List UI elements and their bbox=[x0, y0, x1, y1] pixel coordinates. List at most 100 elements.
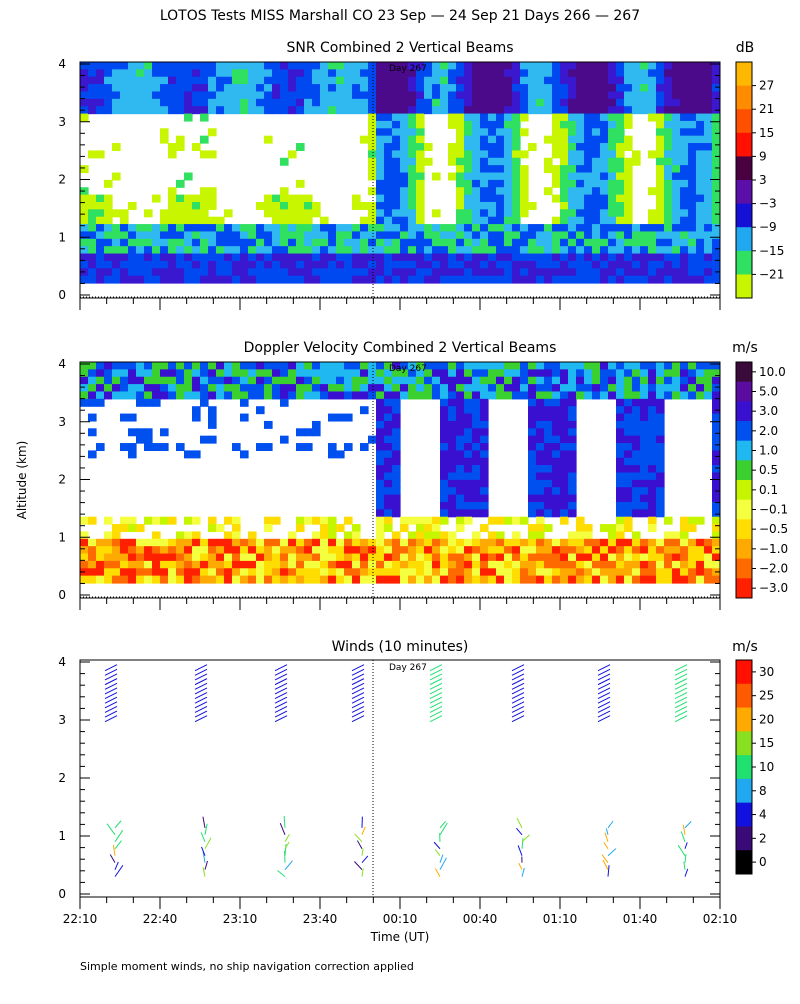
snr-cell bbox=[688, 246, 697, 254]
doppler-cell bbox=[472, 406, 481, 414]
snr-cell bbox=[160, 106, 169, 114]
snr-cell bbox=[456, 173, 465, 181]
doppler-cell bbox=[544, 554, 553, 562]
snr-cell bbox=[96, 217, 105, 225]
doppler-cell bbox=[544, 450, 553, 458]
doppler-cell bbox=[320, 377, 329, 385]
doppler-colorbar-swatch bbox=[736, 519, 752, 539]
snr-cell bbox=[584, 261, 593, 269]
doppler-cell bbox=[632, 458, 641, 466]
snr-cell bbox=[448, 121, 457, 129]
snr-cell bbox=[240, 62, 249, 70]
doppler-cell bbox=[696, 384, 705, 392]
doppler-cell bbox=[216, 539, 225, 547]
doppler-cell bbox=[176, 443, 185, 451]
doppler-cell bbox=[376, 517, 385, 525]
doppler-cell bbox=[616, 517, 625, 525]
snr-cell bbox=[208, 150, 217, 158]
doppler-cell bbox=[616, 391, 625, 399]
snr-cell bbox=[656, 150, 665, 158]
snr-cell bbox=[296, 99, 305, 107]
snr-cell bbox=[368, 268, 377, 276]
doppler-cell bbox=[384, 406, 393, 414]
doppler-cell bbox=[608, 531, 617, 539]
snr-cell bbox=[152, 276, 161, 284]
doppler-cell bbox=[432, 539, 441, 547]
doppler-cell bbox=[376, 414, 385, 422]
doppler-cell bbox=[456, 450, 465, 458]
doppler-cell bbox=[400, 517, 409, 525]
snr-cell bbox=[496, 150, 505, 158]
doppler-cell bbox=[352, 561, 361, 569]
snr-cell bbox=[672, 158, 681, 166]
snr-cell bbox=[320, 91, 329, 99]
snr-cell bbox=[656, 246, 665, 254]
doppler-cell bbox=[80, 399, 89, 407]
doppler-cell bbox=[216, 546, 225, 554]
snr-cell bbox=[344, 224, 353, 232]
doppler-cell bbox=[440, 509, 449, 517]
snr-cell bbox=[616, 121, 625, 129]
snr-cell bbox=[688, 114, 697, 122]
doppler-cell bbox=[456, 473, 465, 481]
snr-cell bbox=[512, 69, 521, 77]
winds-colorbar-swatch bbox=[736, 803, 752, 827]
doppler-cell bbox=[480, 362, 489, 370]
doppler-cell bbox=[448, 546, 457, 554]
doppler-cell bbox=[216, 524, 225, 532]
snr-cell bbox=[352, 91, 361, 99]
doppler-cell bbox=[184, 369, 193, 377]
doppler-cell bbox=[624, 539, 633, 547]
doppler-cell bbox=[224, 377, 233, 385]
doppler-cell bbox=[448, 554, 457, 562]
doppler-cell bbox=[488, 377, 497, 385]
snr-cell bbox=[576, 99, 585, 107]
snr-cell bbox=[248, 246, 257, 254]
doppler-cell bbox=[408, 568, 417, 576]
doppler-cell bbox=[104, 384, 113, 392]
snr-cell bbox=[488, 217, 497, 225]
snr-cell bbox=[528, 254, 537, 262]
snr-cell bbox=[448, 276, 457, 284]
snr-cell bbox=[304, 202, 313, 210]
snr-cell bbox=[176, 69, 185, 77]
snr-cell bbox=[168, 202, 177, 210]
doppler-cell bbox=[384, 524, 393, 532]
snr-cell bbox=[632, 231, 641, 239]
snr-cell bbox=[192, 239, 201, 247]
snr-cell bbox=[112, 173, 121, 181]
snr-cell bbox=[208, 128, 217, 136]
doppler-cell bbox=[528, 458, 537, 466]
doppler-cell bbox=[704, 377, 713, 385]
doppler-cell bbox=[328, 369, 337, 377]
snr-cell bbox=[352, 261, 361, 269]
snr-cell bbox=[512, 62, 521, 70]
snr-cell bbox=[328, 62, 337, 70]
doppler-cell bbox=[368, 362, 377, 370]
doppler-cell bbox=[208, 554, 217, 562]
snr-cell bbox=[408, 246, 417, 254]
snr-cell bbox=[336, 69, 345, 77]
snr-cell bbox=[200, 239, 209, 247]
doppler-cell bbox=[208, 377, 217, 385]
snr-cell bbox=[520, 77, 529, 85]
doppler-cell bbox=[456, 487, 465, 495]
snr-cell bbox=[248, 77, 257, 85]
doppler-cell bbox=[712, 443, 721, 451]
doppler-cell bbox=[640, 391, 649, 399]
doppler-cell bbox=[160, 377, 169, 385]
doppler-cell bbox=[480, 384, 489, 392]
doppler-cell bbox=[560, 561, 569, 569]
snr-cell bbox=[496, 180, 505, 188]
doppler-cell bbox=[168, 384, 177, 392]
snr-cell bbox=[544, 106, 553, 114]
snr-cell bbox=[688, 254, 697, 262]
doppler-cell bbox=[408, 517, 417, 525]
snr-cell bbox=[184, 62, 193, 70]
doppler-cell bbox=[632, 473, 641, 481]
snr-cell bbox=[672, 114, 681, 122]
winds-colorbar-label: 2 bbox=[759, 831, 767, 845]
snr-cell bbox=[416, 209, 425, 217]
doppler-cell bbox=[328, 546, 337, 554]
doppler-cell bbox=[488, 517, 497, 525]
